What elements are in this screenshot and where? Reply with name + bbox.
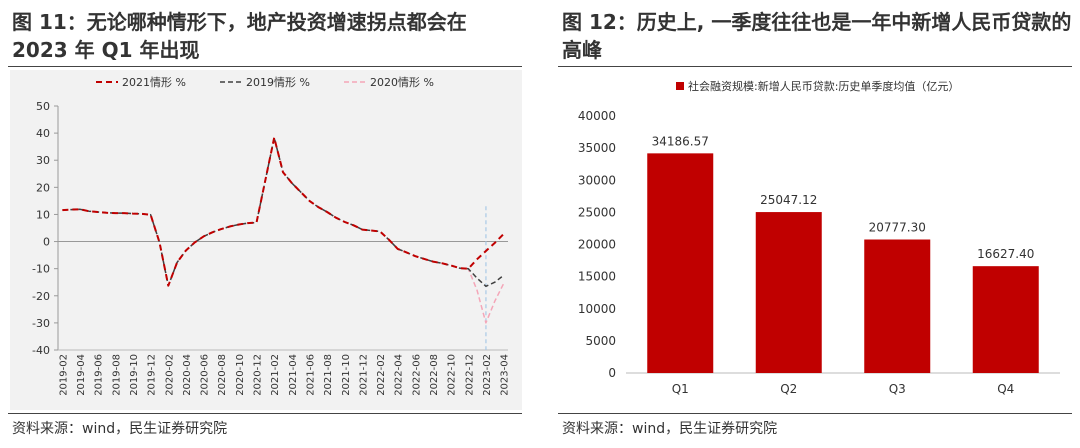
legend-label: 2021情形 %	[122, 76, 186, 89]
series-line	[62, 136, 505, 287]
x-tick-label: 2022-08	[429, 354, 440, 396]
x-tick-label: 2020-06	[200, 354, 211, 396]
line-chart-area: 50 40 30 20 10 0 -10 -20 -30 -40 2019-02 2019-04 201…	[10, 70, 522, 410]
x-tick-label: 2021-08	[323, 354, 334, 396]
y-tick-label: -10	[32, 263, 50, 276]
y-tick-label: 50	[36, 100, 50, 113]
x-tick-label: 2021-06	[305, 354, 316, 396]
bar-data-label: 16627.40	[977, 247, 1034, 261]
y-tick-label: -20	[32, 290, 50, 303]
bar	[864, 239, 931, 373]
x-tick-label: 2022-04	[394, 354, 405, 396]
legend-label: 2019情形 %	[246, 76, 310, 89]
x-tick-label: 2019-06	[94, 354, 105, 396]
y-tick-label: 20	[36, 181, 50, 194]
x-tick-label: 2020-08	[217, 354, 228, 396]
y-tick-label: 40	[36, 127, 50, 140]
y-tick-label: 5000	[585, 334, 616, 348]
x-tick-label: 2021-02	[270, 354, 281, 396]
y-tick-label: -30	[32, 317, 50, 330]
x-tick-label: 2019-12	[147, 354, 158, 396]
x-tick-label: 2022-10	[447, 354, 458, 396]
left-figure-title: 图 11：无论哪种情形下，地产投资增速拐点都会在 2023 年 Q1 年出现	[12, 10, 467, 62]
y-tick-label: 30	[36, 154, 50, 167]
x-tick-label: 2019-10	[129, 354, 140, 396]
x-tick-label: 2021-04	[288, 354, 299, 396]
y-tick-label: 20000	[578, 238, 616, 252]
y-tick-label: 10	[36, 208, 50, 221]
bar-data-label: 25047.12	[760, 193, 817, 207]
line-chart: 50 40 30 20 10 0 -10 -20 -30 -40 2019-02 2019-04 201…	[32, 76, 511, 396]
y-tick-label: 35000	[578, 141, 616, 155]
x-tick-label: 2021-12	[358, 354, 369, 396]
y-tick-label: -40	[32, 344, 50, 357]
y-tick-label: 15000	[578, 270, 616, 284]
legend-swatch	[676, 82, 684, 90]
x-tick-label: 2019-08	[111, 354, 122, 396]
left-figure-panel: 图 11：无论哪种情形下，地产投资增速拐点都会在 2023 年 Q1 年出现 5…	[0, 0, 530, 448]
x-tick-label: 2023-04	[500, 354, 511, 396]
right-bottom-rule	[558, 413, 1072, 414]
bar-data-label: 34186.57	[652, 134, 709, 148]
x-tick-label: 2020-12	[253, 354, 264, 396]
bar	[972, 266, 1039, 373]
x-tick-label: 2020-02	[164, 354, 175, 396]
bar-chart-area: 40000 35000 30000 25000 20000 15000 10000 5000 0…	[560, 70, 1072, 410]
x-tick-label: 2020-10	[235, 354, 246, 396]
y-tick-label: 0	[43, 236, 50, 249]
x-tick-label: Q4	[997, 382, 1014, 396]
y-tick-label: 25000	[578, 205, 616, 219]
y-tick-label: 0	[608, 366, 616, 380]
x-tick-label: 2022-02	[376, 354, 387, 396]
left-title-rule	[8, 66, 522, 67]
bar	[755, 212, 822, 373]
x-tick-label: Q3	[889, 382, 906, 396]
x-tick-label: Q1	[672, 382, 689, 396]
x-tick-label: 2019-02	[58, 354, 69, 396]
bar-data-label: 20777.30	[869, 221, 926, 235]
x-tick-label: 2020-04	[182, 354, 193, 396]
x-tick-label: 2022-06	[411, 354, 422, 396]
series-line	[62, 136, 505, 288]
bar	[647, 153, 714, 373]
x-tick-label: Q2	[780, 382, 797, 396]
left-source-note: 资料来源：wind，民生证券研究院	[12, 421, 228, 437]
right-figure-panel: 图 12：历史上, 一季度往往也是一年中新增人民币贷款的高峰 40000 3500…	[550, 0, 1080, 448]
legend-label: 2020情形 %	[370, 76, 434, 89]
x-tick-label: 2019-04	[76, 354, 87, 396]
right-title-rule	[558, 66, 1072, 67]
y-tick-label: 40000	[578, 109, 616, 123]
right-source-note: 资料来源：wind，民生证券研究院	[562, 421, 778, 437]
right-figure-title: 图 12：历史上, 一季度往往也是一年中新增人民币贷款的高峰	[562, 10, 1072, 62]
x-tick-label: 2021-10	[341, 354, 352, 396]
series-line	[62, 136, 505, 324]
y-tick-label: 10000	[578, 302, 616, 316]
x-tick-label: 2022-12	[464, 354, 475, 396]
x-tick-label: 2023-02	[482, 354, 493, 396]
y-tick-label: 30000	[578, 173, 616, 187]
left-bottom-rule	[8, 413, 522, 414]
bar-chart: 40000 35000 30000 25000 20000 15000 10000 5000 0…	[578, 79, 1060, 396]
legend-label: 社会融资规模:新增人民币贷款:历史单季度均值（亿元）	[688, 79, 959, 93]
